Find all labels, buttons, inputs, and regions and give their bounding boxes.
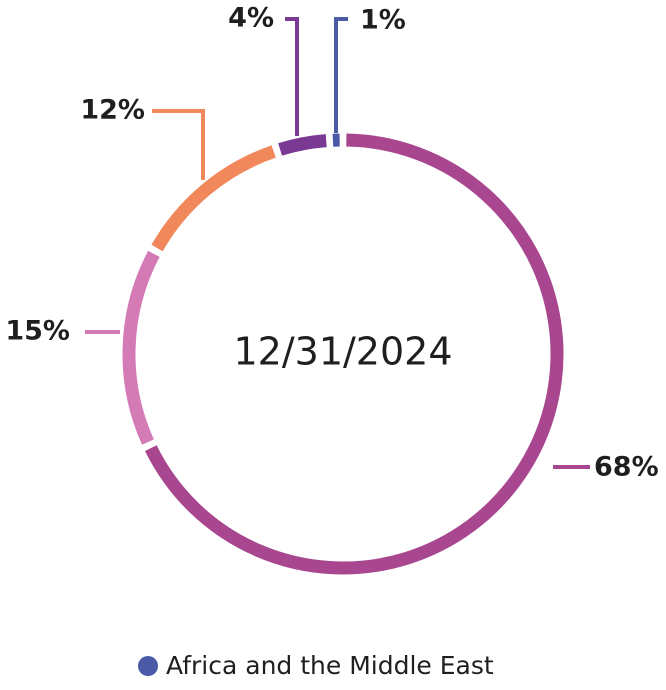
donut-segment bbox=[144, 133, 564, 575]
center-label: 12/31/2024 bbox=[233, 330, 452, 374]
legend-marker bbox=[138, 656, 158, 676]
donut-segment bbox=[122, 250, 160, 445]
value-label: 12% bbox=[80, 95, 145, 126]
value-label: 1% bbox=[360, 5, 406, 36]
leader-line bbox=[152, 109, 205, 180]
donut-segment bbox=[151, 145, 276, 252]
value-label: 4% bbox=[228, 3, 274, 34]
legend-label: Africa and the Middle East bbox=[166, 651, 494, 680]
leader-line bbox=[334, 17, 348, 133]
leader-line bbox=[285, 17, 299, 136]
donut-segment bbox=[278, 134, 327, 156]
value-label: 15% bbox=[5, 316, 70, 347]
value-label: 68% bbox=[594, 452, 659, 483]
